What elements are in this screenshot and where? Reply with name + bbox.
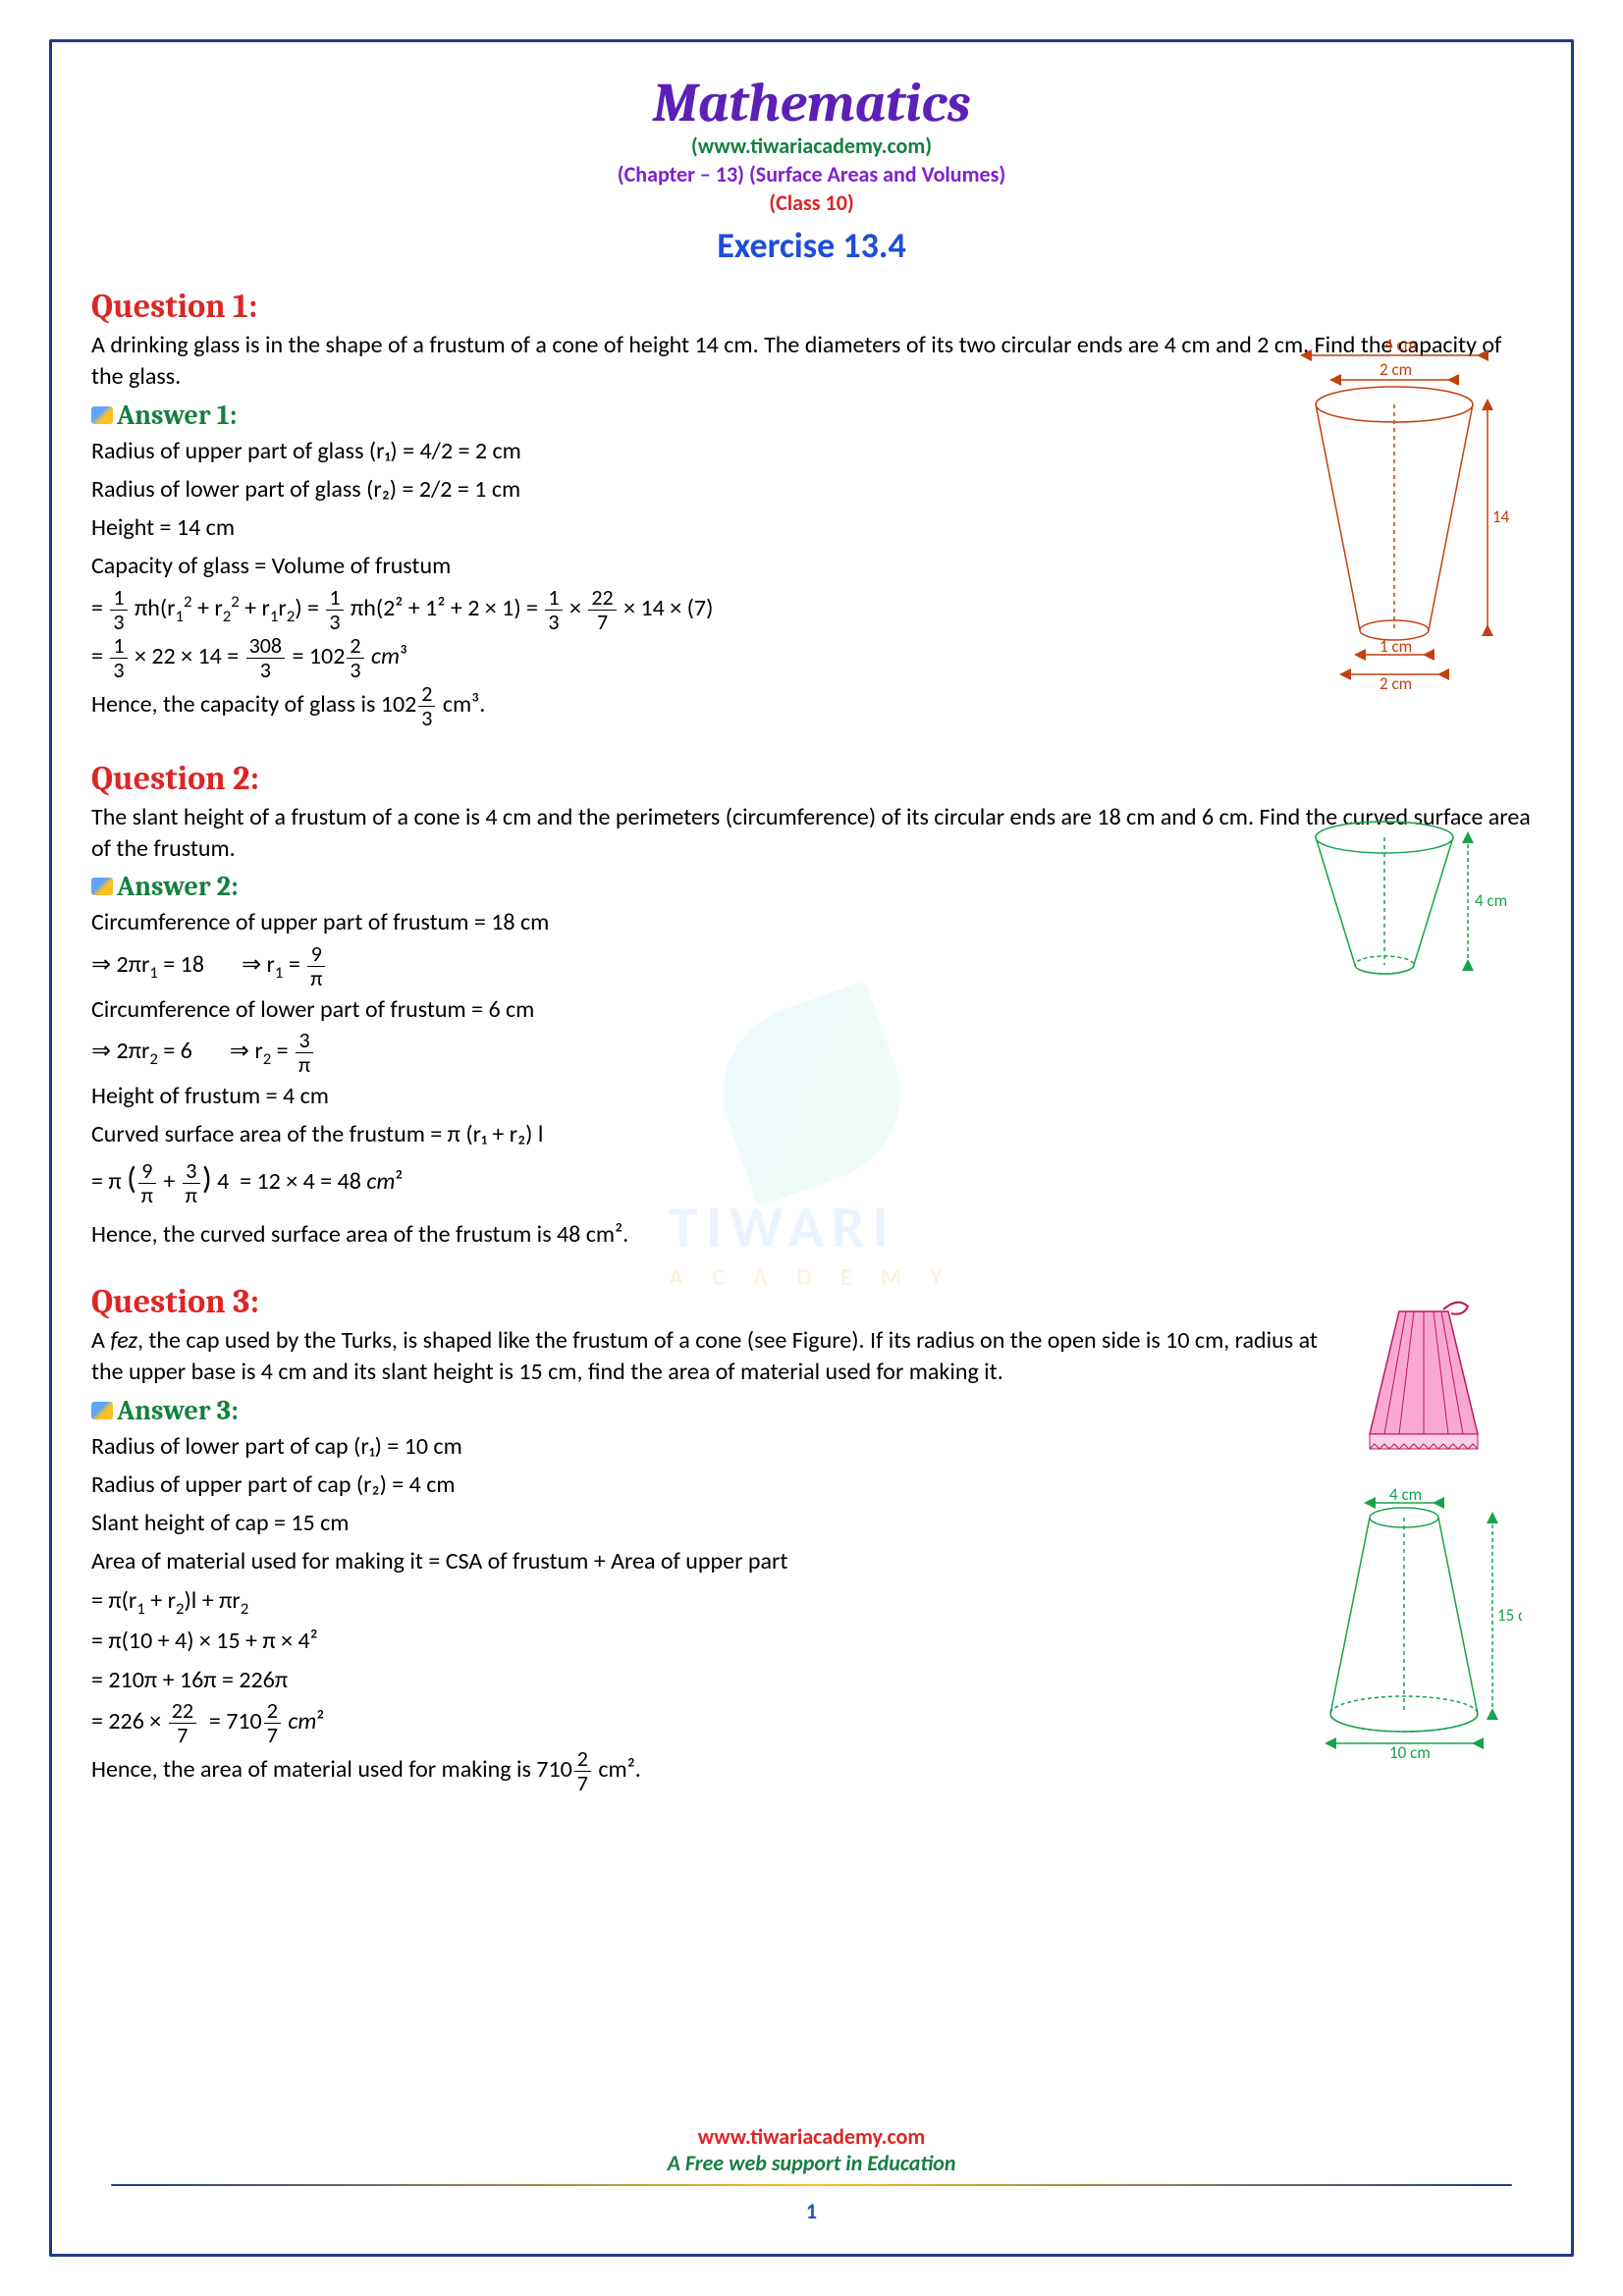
svg-text:14 cm: 14 cm <box>1492 507 1512 527</box>
svg-text:2 cm: 2 cm <box>1380 359 1412 380</box>
frustum-diagram-2: 4 cm <box>1286 808 1512 1004</box>
svg-text:15 cm: 15 cm <box>1497 1605 1522 1626</box>
q3-text: A fez, the cap used by the Turks, is sha… <box>91 1325 1532 1389</box>
question-1: Question 1: A drinking glass is in the s… <box>91 287 1532 729</box>
page-border: TIWARI A C A D E M Y Mathematics (www.ti… <box>49 39 1574 2257</box>
page-header: Mathematics (www.tiwariacademy.com) (Cha… <box>91 72 1532 267</box>
feather-icon <box>91 878 113 895</box>
main-title: Mathematics <box>91 72 1532 134</box>
svg-text:10 cm: 10 cm <box>1389 1742 1431 1763</box>
question-2: Question 2: The slant height of a frustu… <box>91 759 1532 1253</box>
page-footer: www.tiwariacademy.com A Free web support… <box>52 2123 1571 2224</box>
website-line: (www.tiwariacademy.com) <box>91 133 1532 159</box>
fez-illustration <box>1345 1292 1502 1468</box>
exercise-title: Exercise 13.4 <box>91 224 1532 267</box>
frustum-diagram-1: 4 cm 2 cm 14 cm 1 cm 2 cm <box>1276 336 1512 689</box>
footer-tagline: A Free web support in Education <box>52 2150 1571 2176</box>
chapter-line: (Chapter – 13) (Surface Areas and Volume… <box>91 161 1532 187</box>
frustum-diagram-3: 4 cm 15 cm 10 cm <box>1306 1488 1522 1763</box>
page-number: 1 <box>52 2198 1571 2224</box>
footer-link: www.tiwariacademy.com <box>52 2123 1571 2150</box>
svg-text:4 cm: 4 cm <box>1384 336 1417 355</box>
feather-icon <box>91 1402 113 1419</box>
question-3: Question 3: A fez, the cap used by the T… <box>91 1282 1532 1794</box>
footer-divider <box>111 2184 1512 2186</box>
q2-heading: Question 2: <box>91 759 1532 798</box>
feather-icon <box>91 406 113 424</box>
class-line: (Class 10) <box>91 189 1532 216</box>
svg-text:4 cm: 4 cm <box>1389 1488 1422 1505</box>
svg-text:1 cm: 1 cm <box>1380 636 1412 657</box>
svg-text:4 cm: 4 cm <box>1475 890 1507 911</box>
a3-heading: Answer 3: <box>91 1395 1532 1426</box>
svg-text:2 cm: 2 cm <box>1380 673 1412 689</box>
q1-heading: Question 1: <box>91 287 1532 326</box>
q3-heading: Question 3: <box>91 1282 1532 1321</box>
